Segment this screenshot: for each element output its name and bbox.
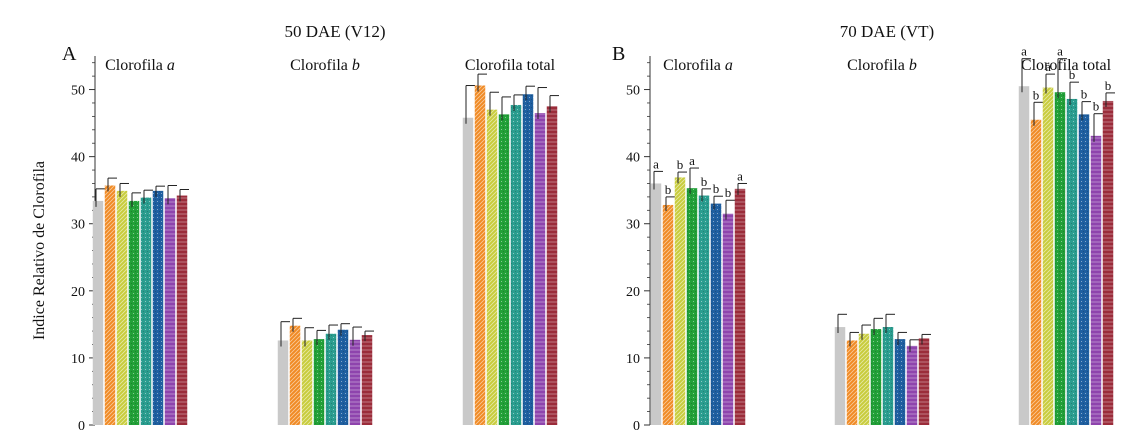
bar	[1030, 119, 1042, 426]
significance-letter: b	[1081, 87, 1088, 102]
y-tick-label: 20	[626, 285, 640, 300]
bar	[462, 117, 474, 425]
bar	[906, 345, 918, 425]
significance-letter: b	[1069, 67, 1076, 82]
bar	[1078, 114, 1090, 426]
y-tick-label: 20	[71, 285, 85, 300]
significance-letter: b	[677, 157, 684, 172]
bar	[534, 113, 546, 425]
bar	[176, 195, 188, 425]
bar	[686, 188, 698, 425]
panel-letter: A	[62, 43, 77, 65]
significance-letter: a	[1021, 44, 1027, 59]
chart-title: 50 DAE (V12)	[284, 22, 385, 41]
y-tick-label: 10	[626, 352, 640, 367]
bar	[650, 183, 662, 425]
bar	[301, 340, 313, 425]
bar	[722, 213, 734, 425]
y-tick-label: 50	[626, 84, 640, 99]
significance-letter: a	[737, 168, 743, 183]
significance-letter: b	[701, 174, 708, 189]
bar	[846, 340, 858, 425]
group-label: Clorofila b	[847, 57, 917, 74]
bar	[894, 339, 906, 425]
bar	[152, 190, 164, 425]
significance-letter: b	[1033, 87, 1040, 102]
y-tick-label: 50	[71, 84, 85, 99]
bar	[1054, 92, 1066, 425]
bar	[92, 200, 104, 425]
significance-letter: a	[1045, 59, 1051, 74]
y-tick-label: 40	[626, 151, 640, 166]
y-tick-label: 10	[71, 352, 85, 367]
bar	[698, 195, 710, 425]
bar	[882, 327, 894, 425]
bar	[325, 333, 337, 425]
y-axis-label: Indice Relativo de Clorofila	[31, 161, 48, 340]
bar	[140, 197, 152, 425]
bar	[116, 190, 128, 425]
bar	[349, 339, 361, 425]
bar	[834, 327, 846, 425]
significance-letter: b	[713, 181, 720, 196]
group-label: Clorofila a	[105, 57, 175, 74]
bar	[498, 114, 510, 426]
bar	[734, 188, 746, 425]
bar	[1102, 100, 1114, 425]
significance-letter: a	[1057, 44, 1063, 59]
bar	[870, 329, 882, 425]
bar	[337, 329, 349, 425]
significance-letter: b	[1093, 99, 1100, 114]
panel-letter: B	[612, 43, 625, 65]
bar	[1042, 87, 1054, 426]
bar	[361, 335, 373, 425]
bar	[1066, 98, 1078, 426]
group-label: Clorofila a	[663, 57, 733, 74]
bar	[277, 340, 289, 425]
bar	[710, 203, 722, 425]
significance-letter: b	[665, 182, 672, 197]
significance-letter: b	[1105, 78, 1112, 93]
significance-letter: a	[653, 156, 659, 171]
bar	[674, 177, 686, 425]
bar	[164, 198, 176, 425]
bar	[474, 85, 486, 426]
bar	[918, 338, 930, 425]
bar	[662, 204, 674, 425]
significance-letter: b	[725, 185, 732, 200]
group-label: Clorofila total	[465, 57, 556, 74]
bar	[522, 94, 534, 425]
bar	[486, 109, 498, 425]
bar	[104, 185, 116, 425]
bar	[1090, 135, 1102, 425]
bar	[289, 325, 301, 425]
bar	[858, 333, 870, 425]
significance-letter: a	[689, 153, 695, 168]
y-tick-label: 30	[71, 218, 85, 233]
chart-title: 70 DAE (VT)	[840, 22, 934, 41]
y-tick-label: 40	[71, 151, 85, 166]
bar	[546, 106, 558, 426]
y-tick-label: 0	[633, 419, 640, 430]
group-label: Clorofila total	[1021, 57, 1112, 74]
bar	[313, 339, 325, 425]
bar	[1018, 86, 1030, 425]
group-label: Clorofila b	[290, 57, 360, 74]
y-tick-label: 0	[78, 419, 85, 430]
bar	[128, 200, 140, 425]
y-tick-label: 30	[626, 218, 640, 233]
bar	[510, 104, 522, 425]
